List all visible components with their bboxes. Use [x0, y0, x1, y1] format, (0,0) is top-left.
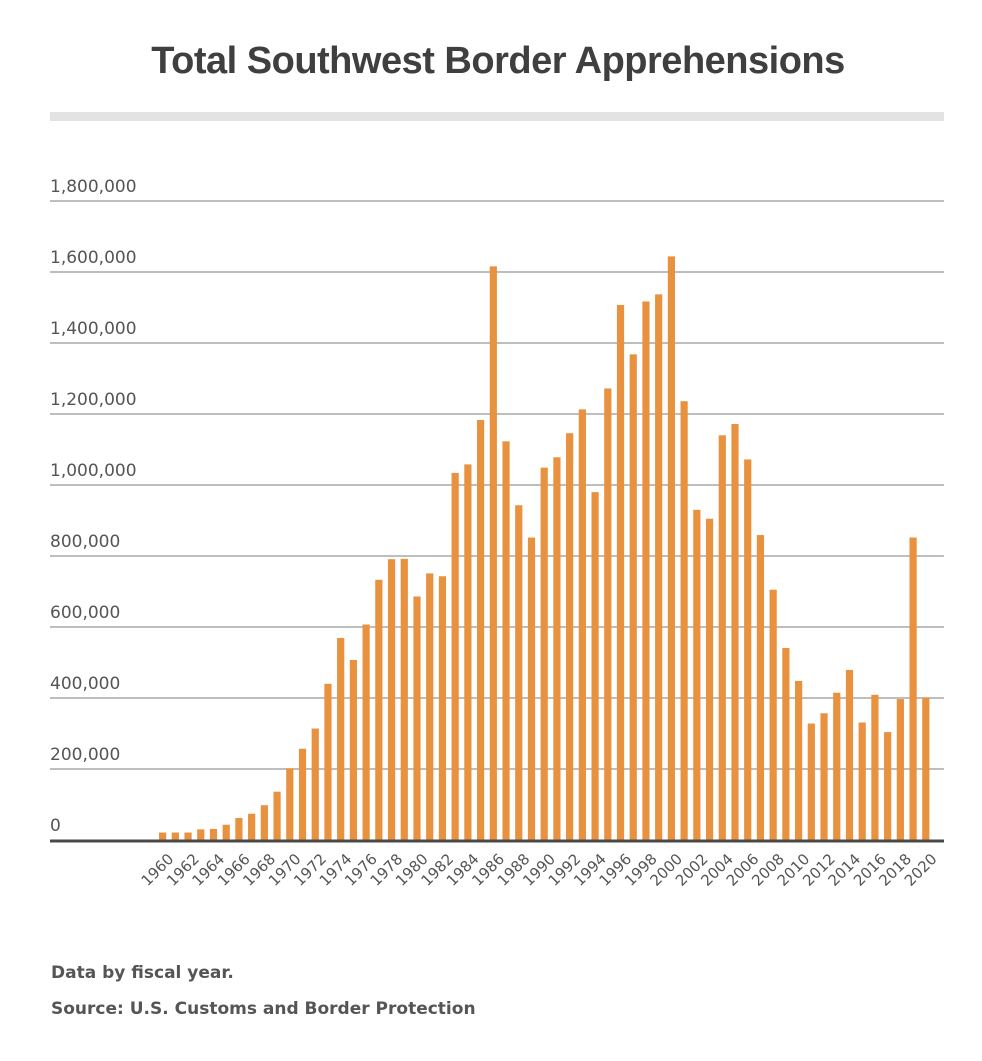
bar-2013 [833, 692, 841, 840]
y-tick-label: 400,000 [50, 674, 120, 694]
bar-1972 [311, 728, 319, 840]
bar-1989 [527, 537, 536, 840]
y-tick-label: 800,000 [50, 532, 120, 552]
bar-2020 [922, 697, 930, 840]
bar-1964 [209, 829, 218, 840]
bar-1996 [616, 305, 625, 840]
y-tick-label: 200,000 [50, 745, 120, 765]
bar-2015 [858, 722, 866, 840]
bar-1991 [553, 457, 561, 840]
y-tick-label: 600,000 [50, 603, 120, 623]
bar-2002 [693, 509, 701, 840]
bar-1960 [159, 832, 167, 840]
bar-2019 [909, 537, 917, 840]
y-tick-label: 1,400,000 [50, 319, 137, 339]
bar-1962 [184, 832, 192, 840]
bar-1978 [387, 559, 396, 840]
bar-1994 [591, 492, 599, 840]
bar-2001 [680, 401, 688, 840]
bar-2003 [705, 518, 714, 840]
bar-1984 [464, 464, 472, 840]
gridlines [50, 200, 944, 770]
bar-1963 [197, 829, 205, 840]
bar-2004 [718, 435, 726, 840]
bar-2017 [884, 732, 892, 840]
title-divider [50, 112, 944, 121]
bar-1976 [362, 624, 370, 840]
bar-1992 [566, 433, 574, 840]
bar-1988 [515, 505, 523, 840]
x-axis-ticks: 1960196219641966196819701972197419761978… [138, 850, 941, 890]
bar-1990 [540, 467, 548, 840]
bar-1971 [298, 748, 307, 840]
bar-1961 [171, 832, 179, 840]
bar-1969 [273, 791, 281, 840]
bar-1965 [222, 824, 230, 840]
bar-1998 [642, 301, 650, 841]
bar-1977 [375, 579, 383, 840]
bar-1986 [489, 266, 497, 840]
bar-2018 [896, 699, 904, 840]
bars [159, 256, 930, 841]
bar-2009 [782, 647, 790, 840]
bar-1999 [655, 294, 663, 840]
bar-1973 [324, 683, 332, 840]
bar-1967 [248, 813, 256, 840]
bar-1980 [413, 596, 421, 840]
bar-2011 [807, 723, 815, 840]
bar-1970 [286, 768, 294, 840]
bar-2006 [744, 459, 752, 840]
bar-1966 [235, 817, 243, 840]
chart-title: Total Southwest Border Apprehensions [151, 40, 845, 82]
bar-1983 [451, 472, 459, 840]
bar-1993 [578, 409, 586, 840]
y-tick-label: 1,800,000 [50, 177, 137, 197]
bar-1981 [426, 573, 434, 840]
bar-2005 [731, 423, 739, 840]
bar-1982 [438, 576, 447, 840]
bar-1979 [400, 558, 408, 840]
bar-1987 [502, 441, 510, 840]
bar-2014 [845, 669, 854, 840]
bar-1995 [604, 388, 612, 840]
bar-2008 [769, 589, 777, 840]
footnote: Data by fiscal year. [51, 963, 234, 983]
bar-1975 [349, 660, 357, 840]
bar-2007 [756, 535, 765, 840]
source-note: Source: U.S. Customs and Border Protecti… [51, 999, 476, 1019]
bar-1968 [260, 805, 268, 840]
bar-1997 [629, 354, 637, 840]
y-tick-label: 1,000,000 [50, 461, 137, 481]
bar-2010 [795, 680, 803, 840]
y-tick-label: 1,600,000 [50, 248, 137, 268]
bar-1974 [337, 638, 345, 840]
bar-2000 [667, 256, 675, 840]
y-tick-label: 0 [50, 816, 61, 836]
bar-2012 [820, 713, 828, 840]
bar-2016 [871, 694, 879, 840]
bar-1985 [477, 420, 485, 840]
y-tick-label: 1,200,000 [50, 390, 137, 410]
y-axis-ticks: 0 200,000 400,000 600,000 800,000 1,000,000 1,… [50, 177, 137, 836]
